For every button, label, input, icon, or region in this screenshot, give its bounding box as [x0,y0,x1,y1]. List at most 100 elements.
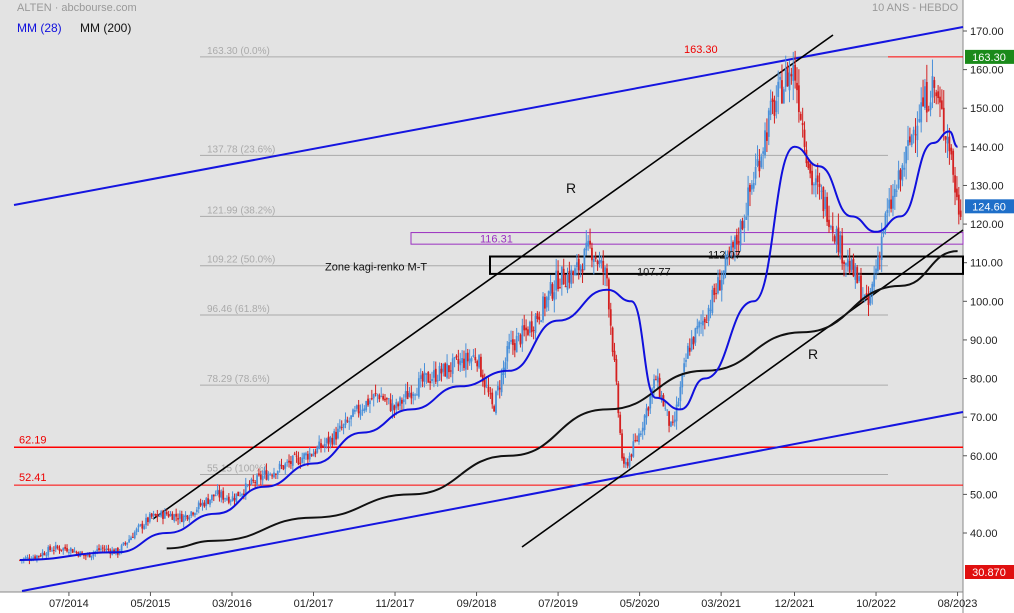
candle-body [73,550,76,552]
candle-body [179,513,181,519]
x-tick-label: 11/2017 [376,598,415,610]
x-tick-label: 09/2018 [457,598,497,610]
candle-body [133,532,136,539]
candle-body [376,394,379,396]
y-tick-label: 120.00 [970,219,1004,231]
candle-body [242,493,245,495]
candle-body [49,546,52,551]
candle-body [613,350,616,360]
candle-body [92,552,95,556]
candle-body [824,196,827,210]
lower-blue-trendline [21,411,964,592]
legend-ma200[interactable]: MM (200) [80,21,132,35]
candle-body [709,309,712,311]
candle-body [126,542,129,545]
candle-body [152,513,155,516]
candle-body [792,64,795,81]
candle-body [64,546,67,549]
candle-body [508,342,511,349]
candle-body [384,398,386,401]
candle-body [156,514,159,518]
candle-body [538,316,541,320]
candle-body [470,358,473,362]
candle-body [517,332,520,335]
candle-body [455,355,458,358]
candle-body [466,352,469,362]
candle-body [186,515,189,520]
candle-body [607,279,610,310]
candle-body [619,414,622,433]
x-tick-label: 03/2016 [212,598,252,610]
y-tick-label: 90.00 [970,335,998,347]
candle-body [190,511,193,517]
candle-body [175,513,178,517]
candle-body [572,271,575,275]
candle-body [888,199,891,209]
candle-body [254,482,257,484]
candle-body [912,129,915,135]
candle-body [628,455,631,467]
candle-body [677,401,680,407]
candle-body [944,136,947,140]
candle-body [752,183,755,189]
candle-body [290,461,292,464]
legend-ma28[interactable]: MM (28) [17,21,62,35]
candle-body [338,425,341,429]
candle-body [36,555,38,560]
candle-body [81,552,83,554]
candle-body [404,391,407,398]
candle-body [591,247,593,261]
candle-body [333,431,336,445]
candle-body [231,496,234,502]
candle-body [322,445,324,447]
candle-body [449,370,452,372]
candle-body [594,257,597,259]
y-tick-label: 170.00 [970,26,1004,38]
candle-body [273,472,275,478]
candle-body [545,297,548,308]
candle-body [431,379,433,381]
candle-body [559,287,561,289]
candle-body [641,427,644,432]
candle-body [297,457,300,465]
candle-body [598,260,601,265]
candle-body [54,545,57,550]
annotation-resistance-r: R [566,180,576,196]
candle-body [45,554,48,556]
candle-body [246,484,249,486]
candle-body [660,395,663,399]
candle-body [728,250,731,255]
ma28-line [19,130,959,561]
candle-body [154,514,157,516]
annotation-116-31: 116.31 [480,233,513,245]
candle-body [291,455,294,466]
candle-body [743,220,746,228]
candle-body [220,491,223,498]
candle-body [711,289,714,313]
candle-body [702,320,704,326]
candle-body [551,284,554,299]
candle-body [177,518,179,520]
candle-body [250,479,253,485]
candle-body [337,428,339,439]
last-price-box [965,199,1014,214]
fib-level-label: 121.99 (38.2%) [207,205,275,216]
candle-body [899,169,902,180]
candle-body [897,170,900,189]
candle-body [867,295,870,306]
candle-body [239,495,242,497]
candle-body [718,280,721,291]
candle-body [120,545,123,553]
candle-body [372,394,375,399]
fib-level-label: 137.78 (23.6%) [207,144,275,155]
candle-body [528,321,531,333]
candle-body [910,134,913,145]
candle-body [314,451,317,455]
candle-body [209,499,211,505]
candle-body [320,443,322,448]
candle-body [201,502,204,506]
candle-body [352,409,354,417]
candle-body [916,125,919,141]
y-tick-label: 50.00 [970,489,998,501]
